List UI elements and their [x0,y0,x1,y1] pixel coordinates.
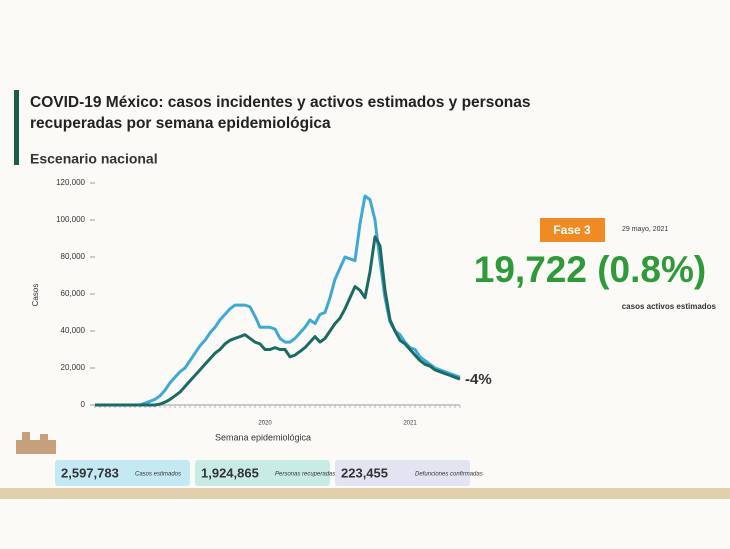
stat-value: 1,924,865 [201,465,259,480]
y-tick-label: 80,000 [61,252,86,261]
x-axis-label: Semana epidemiológica [215,432,311,442]
y-tick-label: 120,000 [56,178,85,187]
stat-label: Personas recuperadas [275,472,335,478]
phase-badge [540,218,605,242]
decoration [16,432,56,454]
date: 29 mayo, 2021 [622,226,668,233]
stat-value: 223,455 [341,465,388,480]
stat-value: 2,597,783 [61,465,119,480]
annotation: -4% [465,371,492,388]
active-cases: 19,722 (0.8%) [474,249,706,290]
y-tick-label: 0 [81,400,86,409]
stat-box [195,460,330,486]
y-tick-label: 20,000 [61,363,86,372]
y-tick-label: 40,000 [61,326,86,335]
x-tick-label: 2021 [403,421,417,427]
stat-label: Defunciones confirmadas [415,472,483,478]
series-line [95,194,461,407]
chart-title: COVID-19 México: casos incidentes y acti… [30,94,531,132]
footer-bar [0,488,730,499]
x-tick-label: 2020 [258,421,272,427]
y-tick-label: 60,000 [61,289,86,298]
phase: Fase 3 [553,223,591,237]
subtitle: Escenario nacional [30,151,158,167]
stat-box [55,460,190,486]
series-line [95,235,461,407]
active-label: casos activos estimados [622,302,717,311]
stat-box [335,460,470,486]
accent-bar [14,90,19,165]
y-tick-label: 100,000 [56,215,85,224]
y-axis-label: Casos [31,284,40,307]
stat-label: Casos estimados [135,472,181,478]
